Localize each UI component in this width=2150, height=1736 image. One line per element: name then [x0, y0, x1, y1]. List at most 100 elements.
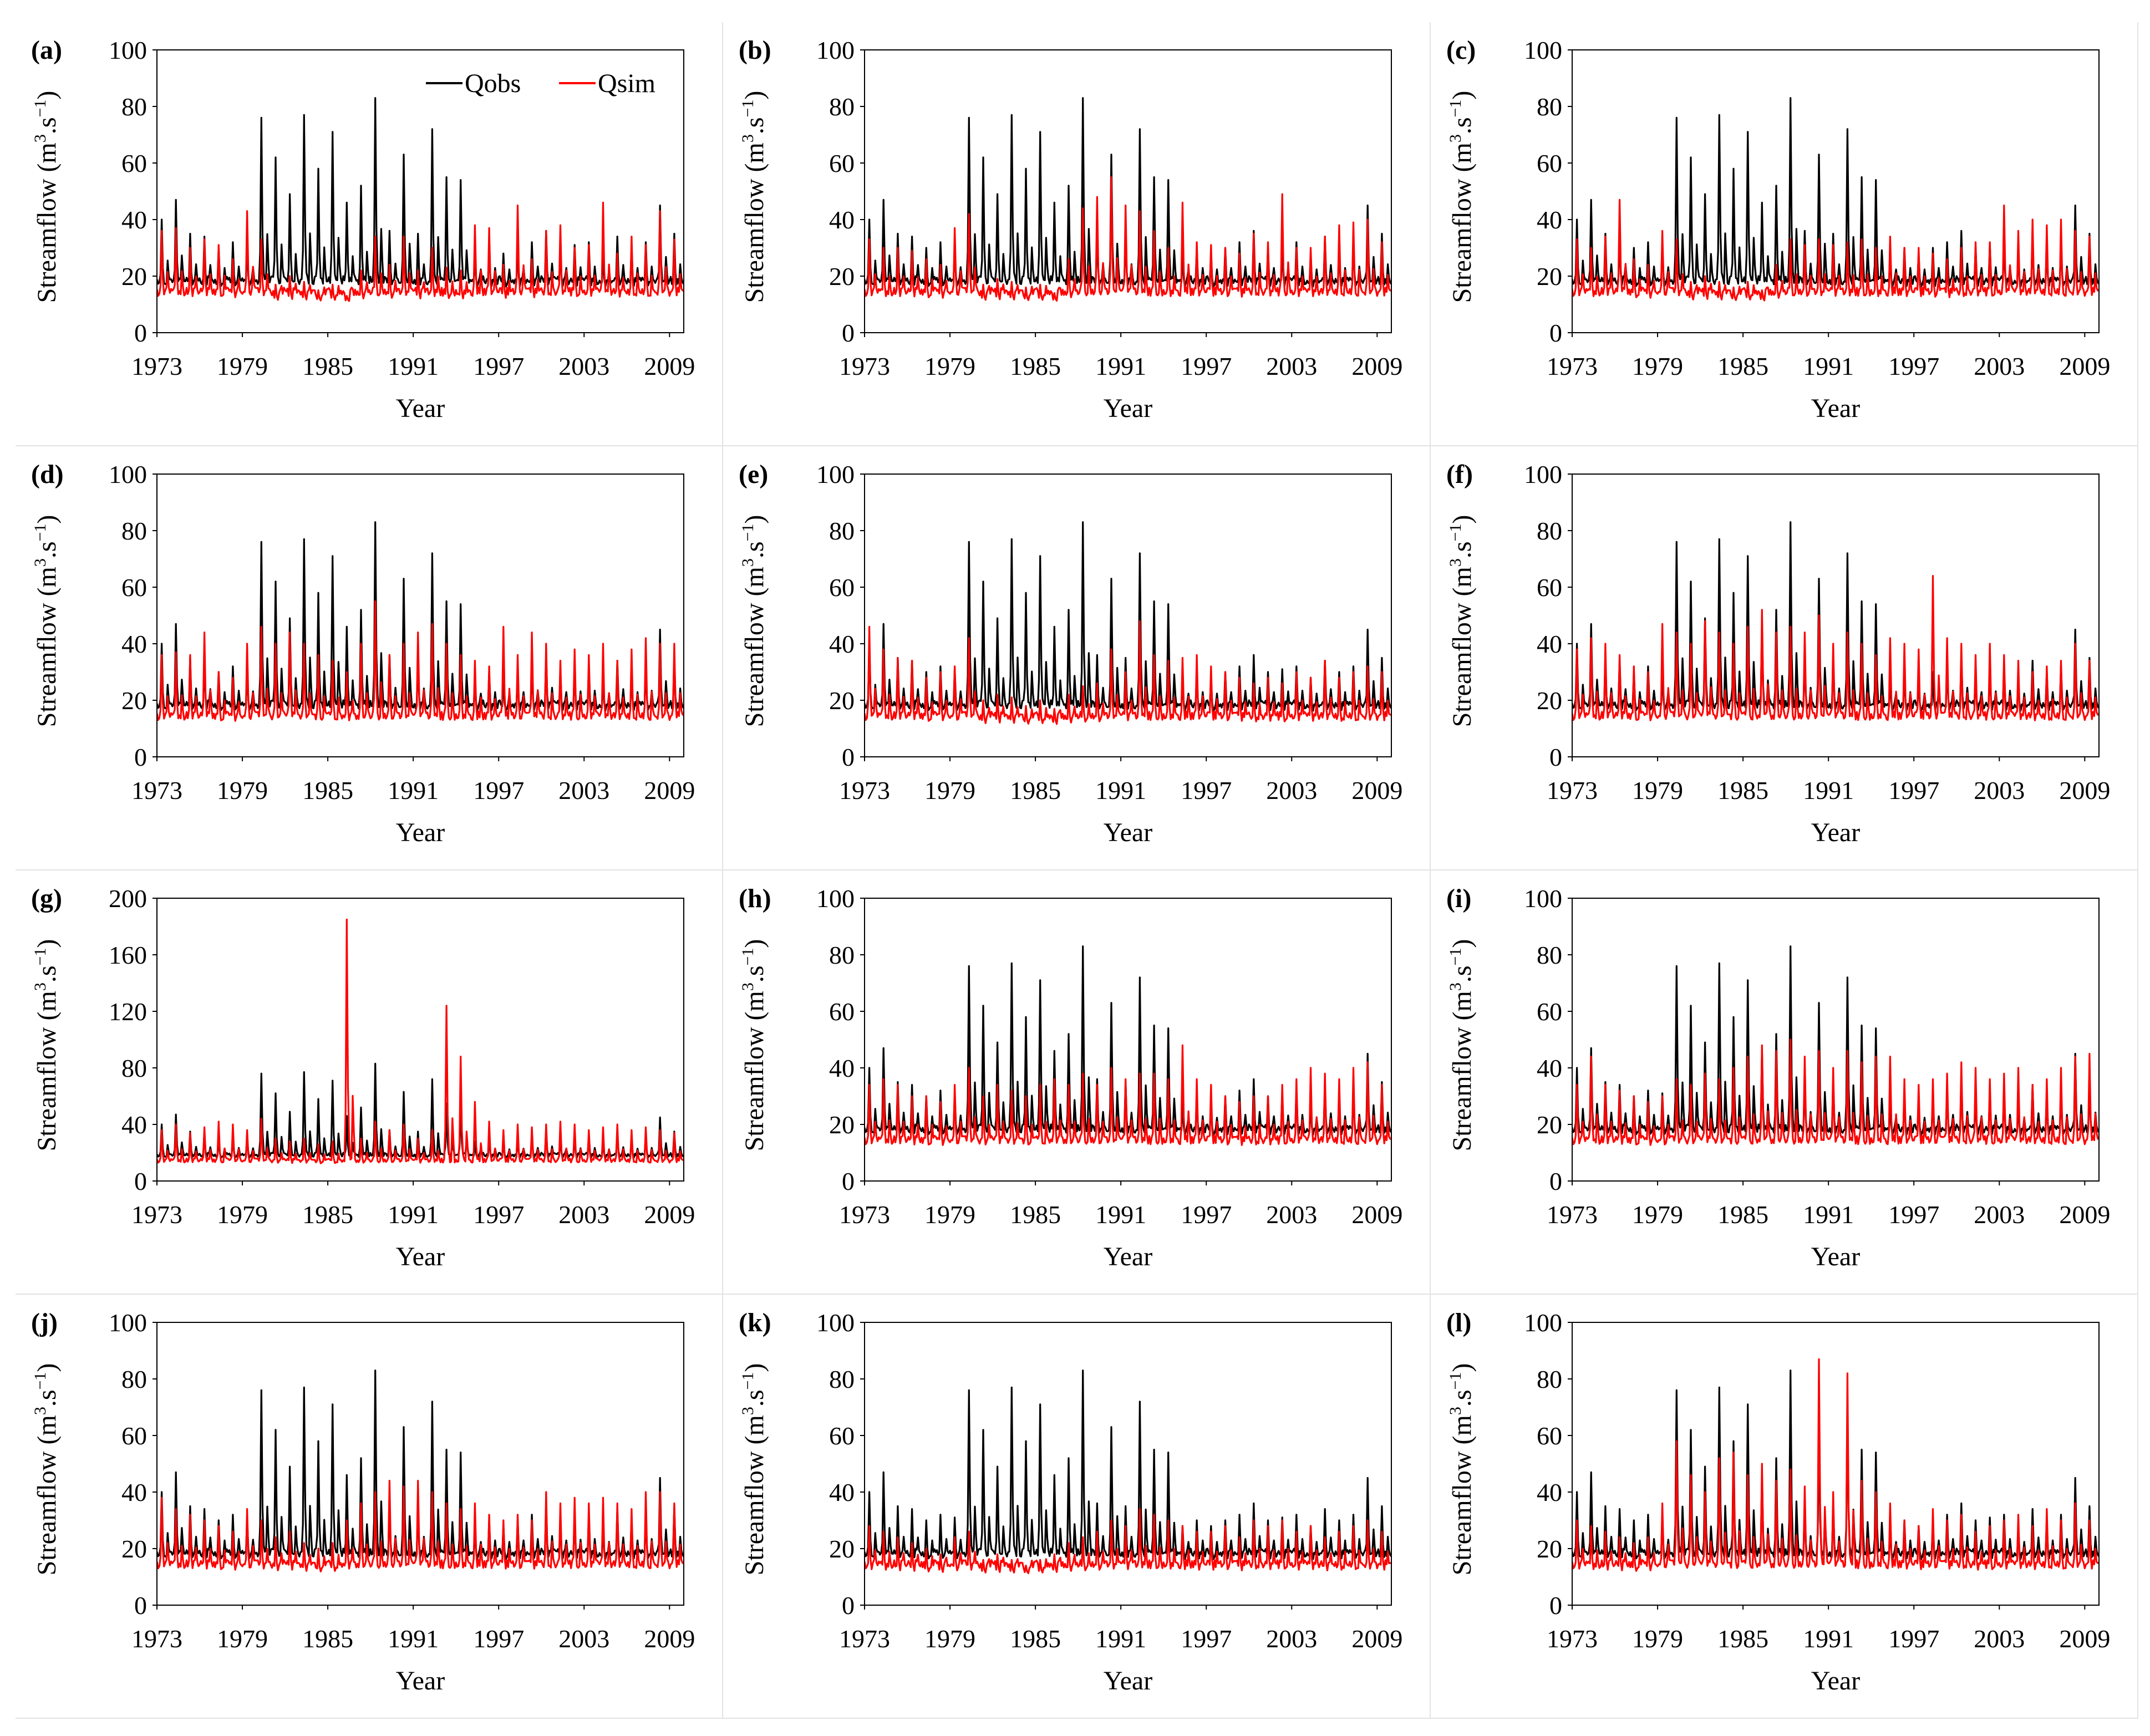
chart-panel: 0 20 40 60 80 100 1973 1979 1985 1991 1997 2003 2009… — [1431, 1295, 2138, 1719]
x-tick-label: 1991 — [1803, 352, 1854, 380]
y-axis-label: Streamflow (m3.s−1) — [1446, 91, 1477, 303]
plot-frame — [1572, 474, 2100, 757]
y-tick-label: 20 — [121, 262, 147, 291]
legend-label: Qsim — [598, 69, 655, 98]
y-tick-label: 80 — [1537, 93, 1562, 121]
series-line-qsim — [157, 918, 684, 1164]
y-tick-label: 40 — [1537, 1478, 1562, 1506]
y-tick-label: 80 — [121, 93, 147, 121]
x-tick-label: 1991 — [388, 1625, 439, 1653]
x-tick-label: 1973 — [1547, 1625, 1598, 1653]
x-tick-label: 2003 — [1974, 352, 2025, 380]
panel-label: (d) — [31, 460, 64, 489]
series-line-qsim — [1572, 575, 2099, 721]
y-tick-label: 40 — [1537, 206, 1562, 234]
y-tick-label: 40 — [829, 1054, 855, 1082]
x-tick-label: 1991 — [1095, 1625, 1146, 1653]
y-tick-label: 60 — [1537, 573, 1562, 602]
series-line-qobs — [157, 97, 684, 288]
y-tick-label: 20 — [121, 686, 147, 715]
y-tick-label: 20 — [829, 1535, 855, 1563]
plot-frame — [1572, 1322, 2100, 1606]
series-line-qsim — [157, 600, 684, 722]
series-line-qsim — [865, 176, 1391, 302]
series-line-qsim — [865, 1044, 1391, 1146]
y-tick-label: 0 — [842, 743, 855, 771]
panel-label: (j) — [31, 1308, 58, 1337]
x-tick-label: 1985 — [1717, 352, 1768, 380]
x-tick-label: 1973 — [839, 352, 890, 380]
x-tick-label: 1979 — [217, 776, 268, 805]
y-tick-label: 80 — [829, 93, 855, 121]
x-tick-label: 1985 — [302, 352, 353, 380]
x-tick-label: 1979 — [924, 1200, 975, 1229]
x-tick-label: 1985 — [302, 776, 353, 805]
x-tick-label: 1985 — [1717, 776, 1768, 805]
x-axis-label: Year — [1811, 394, 1860, 423]
x-tick-label: 2003 — [1974, 776, 2025, 805]
x-tick-label: 1985 — [1010, 776, 1061, 805]
x-tick-label: 2009 — [1351, 1200, 1402, 1229]
x-tick-label: 1973 — [839, 776, 890, 805]
y-tick-label: 40 — [121, 1478, 147, 1506]
series-line-qsim — [1572, 198, 2099, 302]
y-tick-label: 40 — [1537, 630, 1562, 658]
y-tick-label: 60 — [121, 1422, 147, 1450]
y-tick-label: 80 — [121, 517, 147, 545]
chart-panel: 0 20 40 60 80 100 1973 1979 1985 1991 1997 2003 2009… — [16, 22, 723, 446]
x-tick-label: 2003 — [1974, 1200, 2025, 1229]
x-tick-label: 1985 — [302, 1200, 353, 1229]
y-tick-label: 60 — [829, 149, 855, 177]
panel-label: (a) — [31, 35, 62, 65]
plot-frame — [1572, 898, 2100, 1182]
y-tick-label: 80 — [121, 1365, 147, 1393]
y-tick-label: 0 — [842, 1591, 855, 1620]
chart-panel: 0 20 40 60 80 100 1973 1979 1985 1991 1997 2003 2009… — [723, 446, 1431, 870]
x-tick-label: 2009 — [644, 352, 695, 380]
chart-svg: 0 20 40 60 80 100 1973 1979 1985 1991 1997 2003 2009… — [1446, 35, 2110, 423]
x-tick-label: 2009 — [644, 776, 695, 805]
x-tick-label: 1985 — [1717, 1625, 1768, 1653]
chart-svg: 0 20 40 60 80 100 1973 1979 1985 1991 1997 2003 2009… — [739, 1308, 1402, 1696]
x-tick-label: 1973 — [131, 352, 182, 380]
y-tick-label: 120 — [109, 997, 147, 1026]
y-axis-label: Streamflow (m3.s−1) — [1446, 939, 1477, 1152]
x-tick-label: 1997 — [1888, 352, 1939, 380]
x-tick-label: 2009 — [644, 1200, 695, 1229]
y-tick-label: 60 — [1537, 149, 1562, 177]
x-tick-label: 1979 — [1632, 1200, 1683, 1229]
chart-panel: 0 20 40 60 80 100 1973 1979 1985 1991 1997 2003 2009… — [16, 1295, 723, 1719]
y-tick-label: 80 — [829, 517, 855, 545]
plot-frame — [156, 898, 684, 1182]
y-tick-label: 80 — [121, 1054, 147, 1082]
y-axis-label: Streamflow (m3.s−1) — [1446, 515, 1477, 727]
chart-panel: 0 20 40 60 80 100 1973 1979 1985 1991 1997 2003 2009… — [723, 870, 1431, 1295]
y-tick-label: 100 — [816, 460, 855, 488]
panel-label: (l) — [1446, 1308, 1471, 1337]
x-tick-label: 1979 — [217, 352, 268, 380]
y-tick-label: 100 — [816, 884, 855, 913]
x-tick-label: 1985 — [1010, 1200, 1061, 1229]
x-tick-label: 1973 — [839, 1200, 890, 1229]
y-axis-label: Streamflow (m3.s−1) — [31, 91, 62, 303]
figure-grid: 0 20 40 60 80 100 1973 1979 1985 1991 1997 2003 2009… — [16, 22, 2139, 1719]
chart-svg: 0 20 40 60 80 100 1973 1979 1985 1991 1997 2003 2009… — [739, 35, 1402, 423]
plot-frame — [156, 1322, 684, 1606]
x-tick-label: 1997 — [1888, 1200, 1939, 1229]
series-line-qobs — [157, 1062, 684, 1159]
series-line-qsim — [865, 1508, 1391, 1574]
y-tick-label: 80 — [1537, 517, 1562, 545]
x-tick-label: 2003 — [1266, 1625, 1317, 1653]
y-axis-label: Streamflow (m3.s−1) — [739, 1363, 769, 1576]
chart-svg: 0 40 80 120 160 200 1973 1979 1985 1991 1997 2003 20… — [31, 884, 695, 1271]
x-axis-label: Year — [1104, 818, 1152, 847]
x-tick-label: 1985 — [1010, 1625, 1061, 1653]
x-tick-label: 2003 — [558, 1625, 609, 1653]
chart-panel: 0 40 80 120 160 200 1973 1979 1985 1991 1997 2003 20… — [16, 870, 723, 1295]
y-tick-label: 0 — [134, 319, 147, 347]
y-tick-label: 0 — [134, 743, 147, 771]
y-tick-label: 0 — [134, 1591, 147, 1620]
plot-frame — [864, 1322, 1392, 1606]
y-tick-label: 100 — [109, 1309, 147, 1337]
x-tick-label: 1985 — [1717, 1200, 1768, 1229]
